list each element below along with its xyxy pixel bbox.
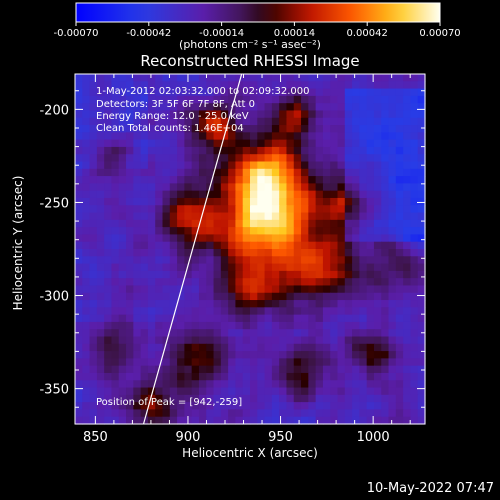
plot-frame (74, 73, 426, 425)
y-tick-label: -250 (39, 196, 69, 211)
colorbar-tick-label: -0.00042 (126, 28, 171, 39)
heatmap-cells (75, 74, 426, 425)
y-axis-label: Heliocentric Y (arcsec) (11, 175, 25, 311)
timestamp: 10-May-2022 07:47 (366, 481, 494, 496)
info-time-range: 1-May-2012 02:03:32.000 to 02:09:32.000 (96, 86, 310, 97)
info-energy-range: Energy Range: 12.0 - 25.0 keV (96, 111, 249, 122)
colorbar-tick-label: -0.00070 (54, 28, 99, 39)
y-tick-label: -350 (39, 383, 69, 398)
colorbar-tick-label: 0.00042 (347, 28, 388, 39)
colorbar: -0.00070 -0.00042 -0.00014 0.00014 0.00042 0.… (54, 2, 461, 39)
peak-position-label: Position of Peak = [942,-259] (96, 397, 243, 408)
x-axis-label: Heliocentric X (arcsec) (182, 446, 318, 460)
x-tick-label: 850 (83, 430, 108, 445)
x-tick-label: 900 (176, 430, 201, 445)
x-tick-label: 950 (268, 430, 293, 445)
chart-title: Reconstructed RHESSI Image (140, 52, 360, 70)
colorbar-tick-label: -0.00014 (199, 28, 244, 39)
x-tick-label: 1000 (357, 430, 390, 445)
colorbar-units: (photons cm⁻² s⁻¹ asec⁻²) (179, 38, 321, 51)
solar-limb-line (142, 73, 243, 425)
y-tick-label: -200 (39, 103, 69, 118)
info-detectors: Detectors: 3F 5F 6F 7F 8F, Att 0 (96, 99, 256, 110)
colorbar-tick-label: 0.00070 (419, 28, 460, 39)
info-total-counts: Clean Total counts: 1.46E+04 (96, 123, 244, 134)
colorbar-gradient (75, 2, 441, 23)
y-tick-label: -300 (39, 290, 69, 305)
colorbar-tick-label: 0.00014 (274, 28, 315, 39)
